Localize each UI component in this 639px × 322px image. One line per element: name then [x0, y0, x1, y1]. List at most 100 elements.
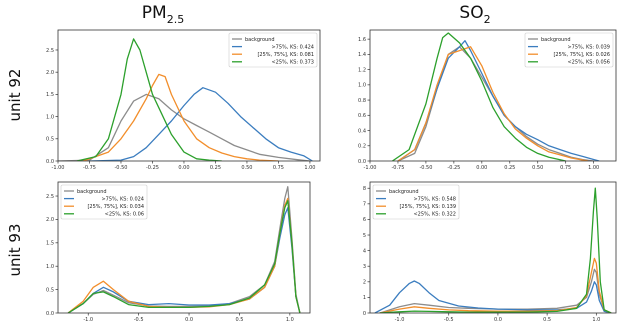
y-tick-label: 0.0 [358, 159, 366, 165]
x-tick-label: -0.75 [83, 165, 96, 171]
x-tick-label: 0.00 [178, 165, 189, 171]
above-75-line [67, 207, 301, 313]
legend: background>75%, KS: 0.039 [25%, 75%], KS:… [524, 32, 614, 68]
legend-label: >75%, KS: 0.024 [101, 196, 144, 202]
x-tick-label: 0.0 [185, 317, 193, 322]
y-tick-label: 1.0 [46, 114, 54, 120]
plot-frame [369, 29, 617, 162]
column-title-so2: SO2 [459, 3, 490, 26]
below-25-line [392, 32, 566, 161]
legend-box [524, 32, 614, 68]
x-tick-label: 0.5 [543, 317, 551, 322]
x-tick-label: 0.50 [241, 165, 252, 171]
x-tick-label: 0.5 [235, 317, 243, 322]
above-75-line [89, 87, 313, 161]
x-tick-label: 0.25 [210, 165, 221, 171]
x-tick-label: -0.25 [447, 165, 460, 171]
x-tick-label: 0.75 [560, 165, 571, 171]
below-25-line [76, 38, 222, 161]
x-tick-label: 1.0 [286, 317, 294, 322]
y-tick-label: 2.0 [46, 70, 54, 76]
y-tick-label: 1.5 [46, 241, 54, 247]
legend: background>75%, KS: 0.548 [25%, 75%], KS:… [372, 184, 460, 220]
legend-box [228, 32, 318, 68]
legend-label: [25%, 75%], KS: 0.026 [553, 52, 610, 58]
row-label-unit-93: unit 93 [6, 224, 24, 277]
plot-frame [57, 181, 311, 314]
column-title-pm25: PM2.5 [142, 3, 184, 26]
y-tick-label: 0.0 [46, 159, 54, 165]
x-tick-label: -1.0 [395, 317, 405, 322]
x-tick-label: -0.5 [134, 317, 144, 322]
legend-box [372, 184, 460, 220]
x-tick-label: -0.25 [146, 165, 159, 171]
y-tick-label: 0.6 [358, 113, 366, 119]
x-tick-label: 0.00 [476, 165, 487, 171]
legend-label: <25%, KS: 0.06 [105, 212, 144, 218]
x-tick-label: -0.75 [391, 165, 404, 171]
y-tick-label: 7 [363, 202, 366, 208]
y-tick-label: 6 [363, 217, 366, 223]
x-tick-label: -0.50 [419, 165, 432, 171]
x-tick-label: -0.5 [444, 317, 454, 322]
y-tick-label: 5 [363, 233, 366, 239]
x-tick-label: 1.00 [304, 165, 315, 171]
x-tick-label: 0.0 [494, 317, 502, 322]
y-tick-label: 2 [363, 280, 366, 286]
y-tick-label: 0 [363, 311, 366, 317]
y-tick-label: 0.2 [358, 144, 366, 150]
y-tick-label: 1.6 [358, 37, 366, 43]
legend-label: background [77, 189, 107, 195]
y-tick-label: 1.5 [46, 92, 54, 98]
x-tick-label: -1.0 [83, 317, 93, 322]
chart-panel-unit92-pm25: -1.00 -0.75 -0.50 -0.25 0.00 0.25 0.50 0.75 1.00… [46, 29, 321, 171]
y-tick-label: 8 [363, 186, 366, 192]
q25-75-line [82, 73, 279, 161]
legend-label: background [245, 37, 275, 43]
legend-label: background [541, 37, 571, 43]
x-tick-label: 0.25 [504, 165, 515, 171]
legend-label: background [389, 189, 419, 195]
x-tick-label: -1.00 [52, 165, 65, 171]
background-line [58, 93, 310, 161]
y-tick-label: 2.5 [46, 48, 54, 54]
y-tick-label: 0.4 [358, 128, 366, 134]
above-75-line [397, 40, 600, 161]
legend-label: <25%, KS: 0.373 [271, 60, 314, 66]
y-tick-label: 0.5 [46, 137, 54, 143]
y-tick-label: 3 [363, 264, 366, 270]
x-tick-label: -1.00 [364, 165, 377, 171]
y-tick-label: 0.8 [358, 98, 366, 104]
legend-label: [25%, 75%], KS: 0.139 [399, 204, 456, 210]
x-tick-label: -0.50 [115, 165, 128, 171]
y-tick-label: 1.0 [46, 264, 54, 270]
legend: background>75%, KS: 0.024 [25%, 75%], KS:… [60, 184, 148, 220]
y-tick-label: 1 [363, 295, 366, 301]
legend-label: [25%, 75%], KS: 0.034 [87, 204, 144, 210]
y-tick-label: 1.0 [358, 83, 366, 89]
legend: background>75%, KS: 0.424 [25%, 75%], KS:… [228, 32, 318, 68]
legend-label: <25%, KS: 0.056 [567, 60, 610, 66]
y-tick-label: 0.0 [46, 311, 54, 317]
y-tick-label: 1.4 [358, 52, 366, 58]
x-tick-label: 1.0 [592, 317, 600, 322]
chart-panel-unit93-pm25: -1.0 -0.5 0.0 0.5 1.0 0.0 0.5 1.0 1.5 2.0 2.5 backg… [46, 181, 311, 322]
y-tick-label: 4 [363, 248, 366, 254]
q25-75-line [397, 46, 589, 161]
x-tick-label: 0.50 [532, 165, 543, 171]
legend-label: <25%, KS: 0.322 [413, 212, 456, 218]
legend-label: [25%, 75%], KS: 0.081 [257, 52, 314, 58]
x-tick-label: 1.00 [588, 165, 599, 171]
chart-panel-unit92-so2: -1.00 -0.75 -0.50 -0.25 0.00 0.25 0.50 0.75 1.00… [358, 29, 617, 171]
background-line [379, 268, 612, 313]
y-tick-label: 2.5 [46, 194, 54, 200]
above-75-line [374, 280, 612, 313]
y-tick-label: 1.2 [358, 67, 366, 73]
row-label-unit-92: unit 92 [6, 69, 24, 122]
legend-label: >75%, KS: 0.424 [271, 44, 314, 50]
below-25-line [67, 200, 301, 313]
plot-frame [57, 29, 321, 162]
legend-label: >75%, KS: 0.039 [567, 44, 610, 50]
chart-panel-unit93-so2: -1.0 -0.5 0.0 0.5 1.0 0 1 2 3 4 5 6 7 8 background>75%… [363, 181, 617, 322]
